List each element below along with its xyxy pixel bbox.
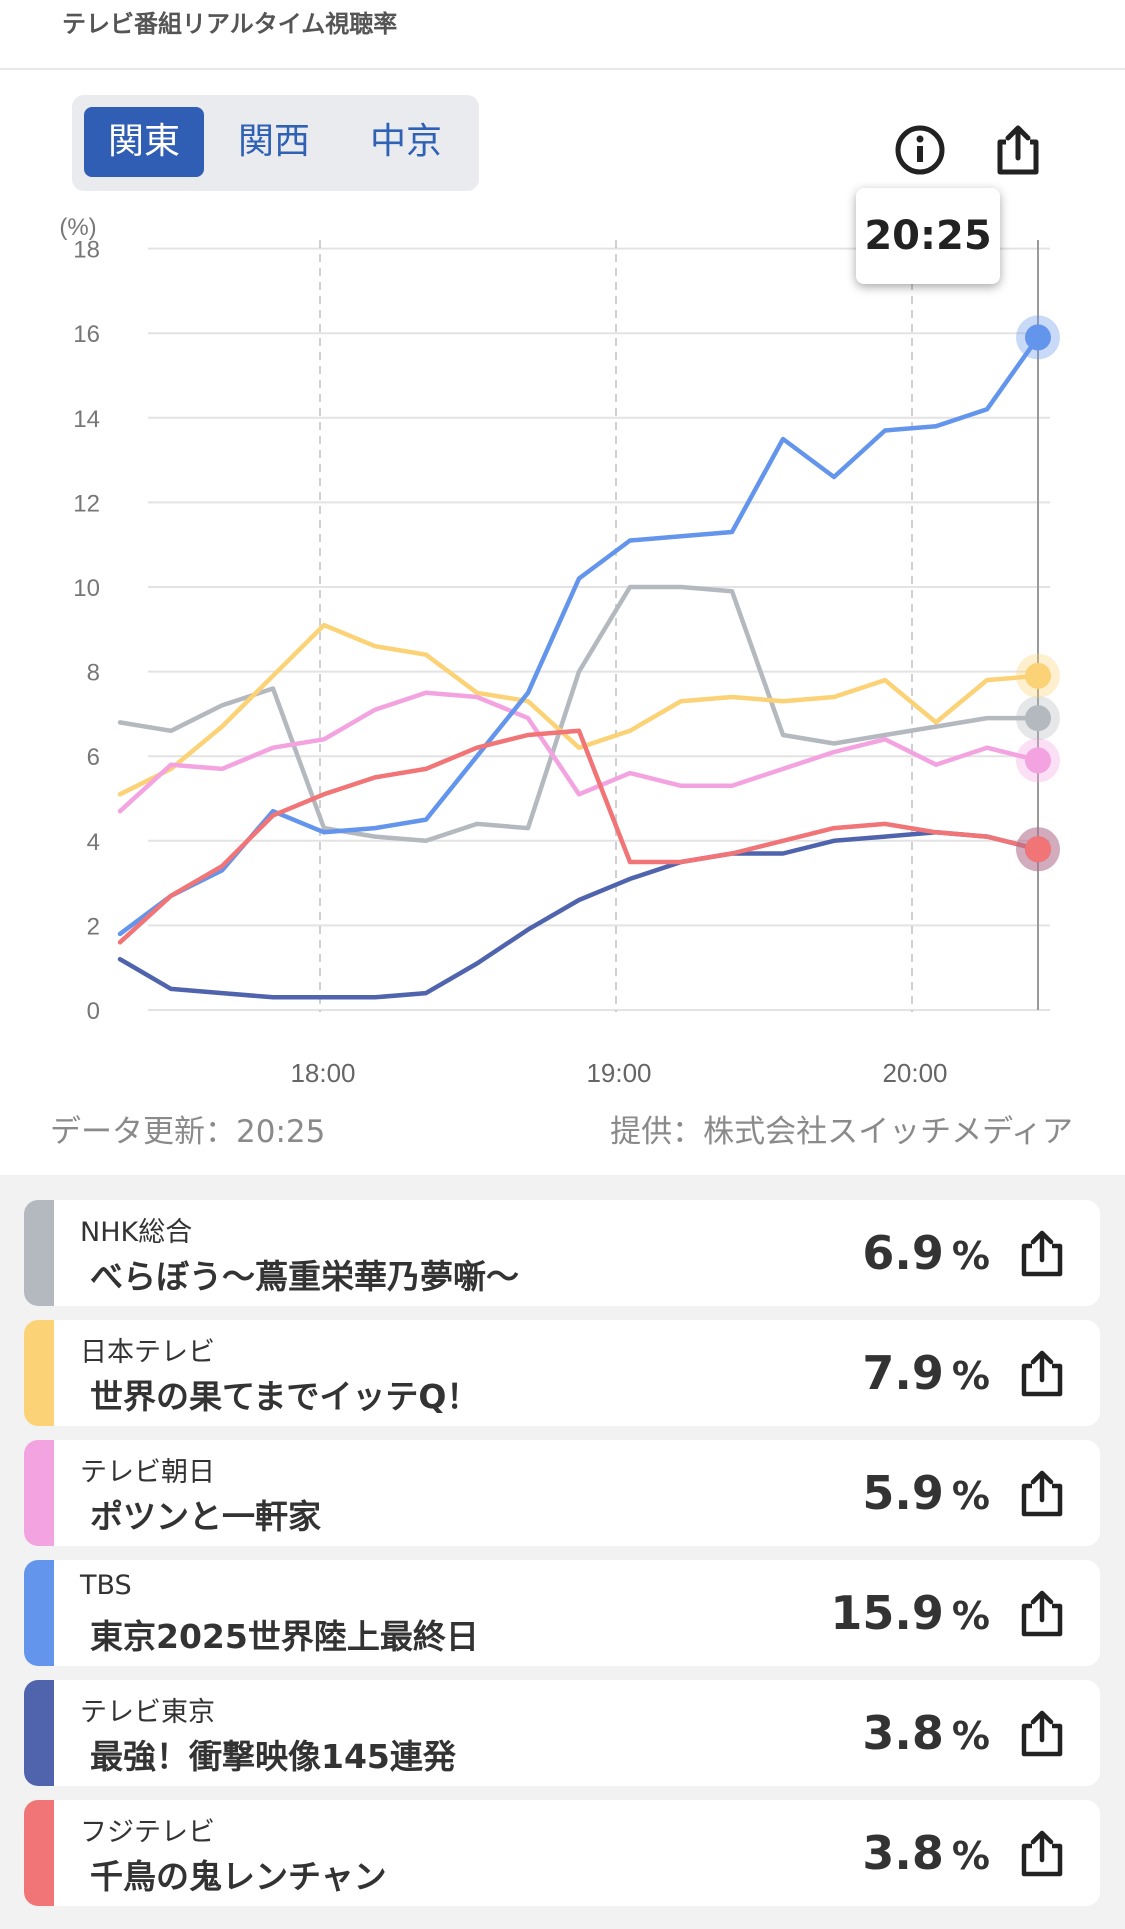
y-tick-label: 16 xyxy=(73,321,100,348)
program-share-button[interactable] xyxy=(1018,1228,1066,1278)
series-end-marker xyxy=(1025,705,1051,732)
channel-name: 日本テレビ xyxy=(80,1337,215,1368)
rating-unit: % xyxy=(951,1234,990,1278)
program-title: 千鳥の鬼レンチャン xyxy=(90,1857,387,1896)
y-tick-label: 2 xyxy=(87,913,100,940)
rating-unit: % xyxy=(951,1354,990,1398)
rating-value: 5.9% xyxy=(862,1466,990,1520)
program-title: べらぼう〜蔦重栄華乃夢噺〜 xyxy=(90,1257,519,1296)
channel-name: NHK総合 xyxy=(80,1217,193,1248)
program-title: 世界の果てまでイッテQ！ xyxy=(90,1377,480,1416)
y-tick-label: 14 xyxy=(73,406,100,433)
x-tick-label: 18:00 xyxy=(290,1058,355,1088)
top-bar: テレビ番組リアルタイム視聴率 xyxy=(0,0,1125,70)
program-share-button[interactable] xyxy=(1018,1468,1066,1518)
share-icon xyxy=(1021,1470,1063,1517)
y-tick-label: 12 xyxy=(73,490,100,517)
chart-share-button[interactable] xyxy=(988,120,1048,180)
page-title: テレビ番組リアルタイム視聴率 xyxy=(62,10,398,38)
info-icon xyxy=(895,125,945,175)
channel-color-bar xyxy=(24,1440,54,1546)
data-updated-text: データ更新：20:25 xyxy=(50,1114,326,1150)
channel-color-bar xyxy=(24,1200,54,1306)
series-end-marker xyxy=(1025,836,1051,863)
rating-number: 7.9 xyxy=(862,1346,944,1400)
rating-number: 5.9 xyxy=(862,1466,944,1520)
series-end-marker xyxy=(1025,324,1051,351)
rating-number: 3.8 xyxy=(862,1706,944,1760)
info-button[interactable] xyxy=(890,120,950,180)
channel-color-bar xyxy=(24,1680,54,1786)
share-icon xyxy=(1021,1830,1063,1877)
series-line xyxy=(117,335,1041,937)
program-title: 最強！衝撃映像145連発 xyxy=(90,1737,456,1776)
channel-color-bar xyxy=(24,1320,54,1426)
y-tick-label: 4 xyxy=(87,829,100,856)
channel-color-bar xyxy=(24,1560,54,1666)
channel-name: テレビ朝日 xyxy=(80,1457,215,1488)
y-tick-label: 18 xyxy=(73,237,100,264)
y-tick-label: 8 xyxy=(87,660,100,687)
series-line xyxy=(117,584,1041,844)
rating-number: 15.9 xyxy=(830,1586,944,1640)
region-tab-chukyo[interactable]: 中京 xyxy=(369,121,442,162)
share-icon xyxy=(1021,1710,1063,1757)
x-tick-label: 19:00 xyxy=(586,1058,651,1088)
rating-value: 7.9% xyxy=(862,1346,990,1400)
y-tick-label: 10 xyxy=(73,575,100,602)
series-end-marker xyxy=(1025,662,1051,689)
region-tab-kanto[interactable]: 関東 xyxy=(84,107,204,177)
time-tooltip: 20:25 xyxy=(856,188,1000,284)
program-share-button[interactable] xyxy=(1018,1348,1066,1398)
program-card[interactable]: TBS 東京2025世界陸上最終日 15.9% xyxy=(24,1560,1100,1666)
program-share-button[interactable] xyxy=(1018,1708,1066,1758)
rating-unit: % xyxy=(951,1474,990,1518)
rating-value: 15.9% xyxy=(830,1586,990,1640)
provider-text: 提供：株式会社スイッチメディア xyxy=(610,1114,1073,1150)
program-card[interactable]: フジテレビ千鳥の鬼レンチャン 3.8% xyxy=(24,1800,1100,1906)
series-end-marker xyxy=(1025,747,1051,774)
region-tab-kansai[interactable]: 関西 xyxy=(237,121,310,162)
channel-name: フジテレビ xyxy=(80,1817,215,1848)
y-tick-label: 0 xyxy=(87,998,100,1025)
program-title: 東京2025世界陸上最終日 xyxy=(90,1617,479,1656)
ratings-line-chart: 18 16 14 12 10 8 6 4 2 0 (%) 18:00 19:00 20:00 xyxy=(59,214,1060,1088)
region-selector: 関東 関西 中京 xyxy=(72,95,479,191)
program-share-button[interactable] xyxy=(1018,1588,1066,1638)
y-unit-label: (%) xyxy=(59,214,96,241)
x-tick-label: 20:00 xyxy=(882,1058,947,1088)
rating-value: 6.9% xyxy=(862,1226,990,1280)
rating-unit: % xyxy=(951,1594,990,1638)
program-card[interactable]: テレビ東京最強！衝撃映像145連発 3.8% xyxy=(24,1680,1100,1786)
rating-unit: % xyxy=(951,1834,990,1878)
rating-value: 3.8% xyxy=(862,1706,990,1760)
series-line xyxy=(117,728,1041,945)
program-card[interactable]: テレビ朝日ポツンと一軒家 5.9% xyxy=(24,1440,1100,1546)
share-icon xyxy=(997,125,1039,175)
program-card[interactable]: NHK総合べらぼう〜蔦重栄華乃夢噺〜 6.9% xyxy=(24,1200,1100,1306)
channel-color-bar xyxy=(24,1800,54,1906)
share-icon xyxy=(1021,1590,1063,1637)
rating-number: 3.8 xyxy=(862,1826,944,1880)
ratings-chart: 18 16 14 12 10 8 6 4 2 0 (%) 18:00 19:00 20:00 xyxy=(0,195,1125,1095)
channel-name: TBS xyxy=(80,1570,132,1601)
y-tick-label: 6 xyxy=(87,744,100,771)
rating-unit: % xyxy=(951,1714,990,1758)
program-title: ポツンと一軒家 xyxy=(90,1497,321,1536)
rating-number: 6.9 xyxy=(862,1226,944,1280)
channel-name: テレビ東京 xyxy=(80,1697,215,1728)
share-icon xyxy=(1021,1230,1063,1277)
rating-value: 3.8% xyxy=(862,1826,990,1880)
series-line xyxy=(117,622,1041,797)
program-share-button[interactable] xyxy=(1018,1828,1066,1878)
share-icon xyxy=(1021,1350,1063,1397)
series-line xyxy=(117,830,1041,1000)
program-card[interactable]: 日本テレビ世界の果てまでイッテQ！ 7.9% xyxy=(24,1320,1100,1426)
series-line xyxy=(117,690,1041,814)
